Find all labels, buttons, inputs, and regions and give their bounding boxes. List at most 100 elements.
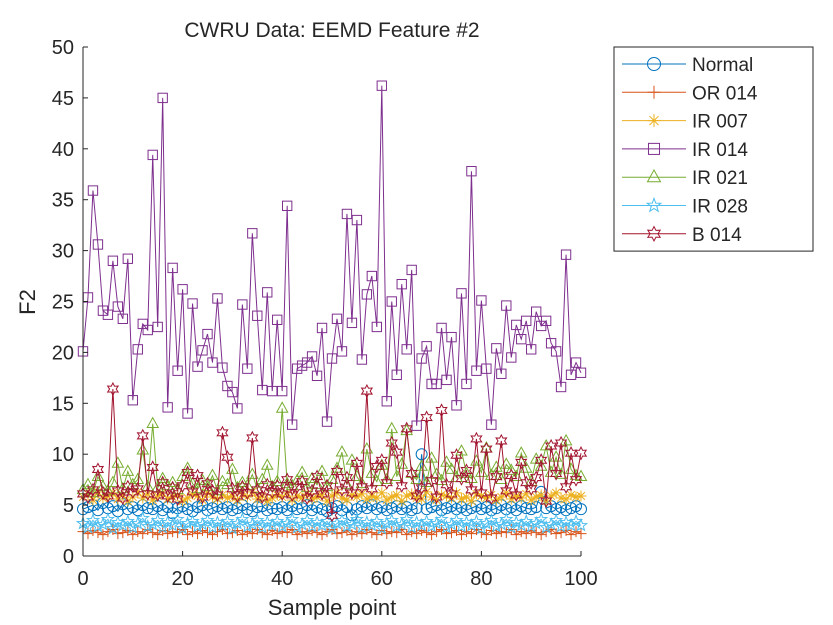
data-point [531, 306, 542, 317]
data-point [360, 383, 374, 399]
data-point [395, 478, 408, 493]
data-point [316, 322, 328, 334]
data-point [539, 438, 553, 451]
data-point [446, 492, 458, 504]
data-point [250, 512, 265, 527]
data-point [200, 512, 215, 527]
data-point [241, 491, 253, 503]
data-point [285, 511, 300, 526]
data-point [197, 345, 208, 356]
data-point [565, 529, 577, 541]
data-point [305, 471, 319, 483]
data-point [365, 481, 379, 496]
data-point [529, 470, 543, 485]
data-point [216, 503, 229, 516]
data-point [575, 367, 587, 378]
legend-label: B 014 [692, 225, 742, 246]
data-point [172, 365, 183, 376]
data-point [329, 515, 345, 530]
data-point [97, 529, 109, 541]
data-point [390, 445, 403, 460]
data-point [425, 451, 438, 463]
data-point [176, 478, 189, 493]
data-point [215, 517, 230, 532]
data-point [486, 419, 497, 430]
data-point [150, 512, 165, 527]
data-point [420, 475, 433, 488]
data-point [299, 512, 315, 527]
data-point [375, 453, 388, 468]
data-point [381, 494, 393, 506]
data-point [390, 469, 404, 481]
data-point [226, 504, 239, 517]
data-point [465, 495, 477, 507]
legend-entry: B 014 [622, 225, 742, 246]
data-point [180, 515, 195, 530]
data-point [91, 462, 105, 477]
data-point [145, 516, 160, 531]
data-point [346, 489, 358, 501]
data-point [555, 381, 567, 393]
data-point [505, 493, 517, 505]
data-point [355, 500, 368, 513]
data-point [485, 490, 498, 506]
data-point [280, 515, 295, 530]
data-point [550, 528, 562, 540]
data-point [575, 503, 587, 516]
data-point [440, 502, 453, 515]
data-point [135, 510, 150, 525]
data-point [370, 459, 384, 474]
data-point [106, 381, 120, 397]
data-point [202, 527, 213, 539]
data-point [267, 385, 278, 397]
data-point [81, 477, 95, 490]
legend-label: IR 014 [692, 140, 748, 161]
data-point [91, 469, 105, 481]
data-point [212, 293, 223, 304]
data-point [415, 480, 428, 495]
data-point [386, 491, 398, 503]
data-point [565, 489, 577, 501]
data-point [456, 288, 467, 299]
data-point [399, 511, 414, 526]
data-point [221, 492, 233, 504]
data-point [131, 481, 144, 496]
legend-entry: IR 007 [622, 112, 748, 133]
data-point [501, 300, 512, 311]
data-point [311, 370, 323, 381]
data-point [386, 526, 398, 538]
data-point [106, 475, 120, 488]
data-point [460, 491, 472, 503]
data-point [555, 492, 567, 504]
data-point [426, 529, 438, 541]
data-point [345, 453, 359, 465]
data-point [162, 402, 173, 413]
y-tick-label: 50 [52, 37, 74, 59]
legend-marker [646, 169, 662, 183]
data-point [435, 473, 448, 486]
data-point [351, 526, 363, 538]
x-tick-label: 60 [371, 568, 393, 590]
legend-label: OR 014 [692, 83, 758, 104]
data-point [216, 474, 229, 487]
data-point [211, 487, 224, 503]
data-point [275, 518, 290, 533]
data-point [321, 495, 333, 507]
data-point [325, 508, 339, 523]
x-tick-label: 0 [77, 568, 88, 590]
data-point [211, 493, 223, 505]
data-point [260, 458, 274, 470]
data-point [330, 464, 344, 479]
data-point [230, 515, 245, 530]
data-point [276, 486, 289, 502]
data-point [335, 445, 349, 457]
data-point [440, 455, 453, 467]
data-point [391, 369, 402, 380]
data-point [396, 279, 407, 290]
data-point [510, 487, 523, 503]
data-point [544, 438, 558, 454]
data-point [470, 431, 483, 447]
data-point [530, 491, 542, 503]
data-point [271, 528, 283, 540]
